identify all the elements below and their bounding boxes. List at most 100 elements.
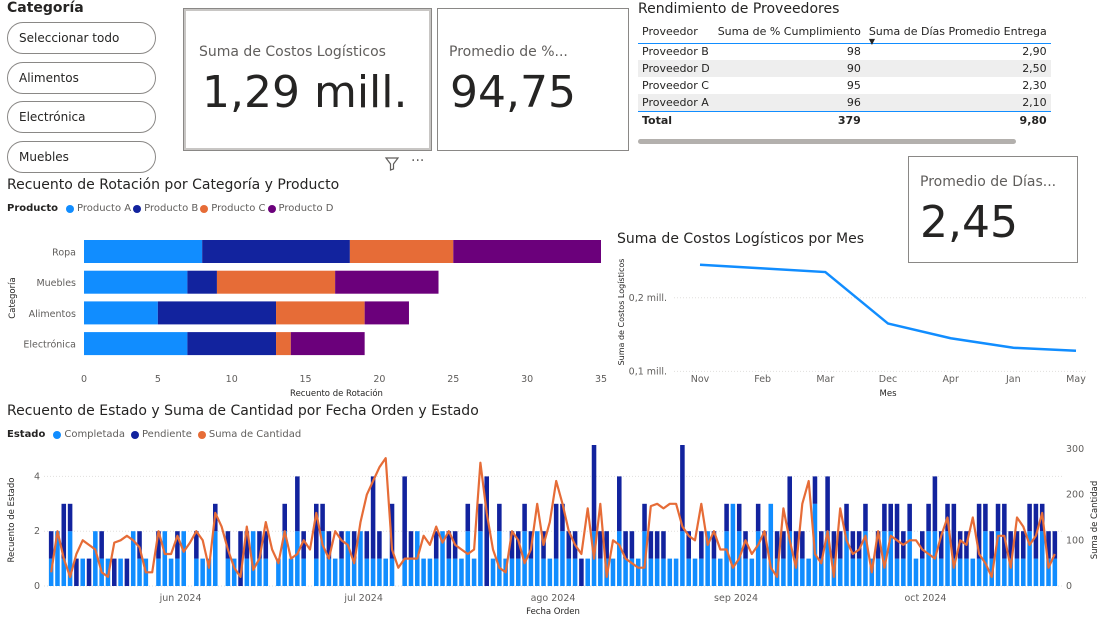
bar-pendiente <box>1052 531 1058 559</box>
legend-item[interactable]: Producto B <box>144 203 199 214</box>
card-promedio-cumplimiento[interactable]: Promedio de %... 94,75 <box>437 8 629 151</box>
slicer-item-select-all[interactable]: Seleccionar todo <box>7 22 156 54</box>
bar-pendiente <box>863 503 868 532</box>
bar-completada <box>534 531 540 586</box>
bar-pendiente <box>951 503 957 559</box>
filter-icon[interactable] <box>384 156 400 172</box>
bar-pendiente <box>642 503 647 532</box>
bar-completada <box>301 558 306 586</box>
x-tick-label: 25 <box>447 374 459 385</box>
legend-item[interactable]: Producto C <box>211 203 266 214</box>
bar-segment <box>276 332 291 356</box>
bar-segment <box>276 301 365 325</box>
column-header-cumplimiento[interactable]: Suma de % Cumplimiento <box>713 21 865 44</box>
bar-completada <box>137 558 142 586</box>
bar-pendiente <box>553 503 559 559</box>
legend-item[interactable]: Suma de Cantidad <box>208 429 302 440</box>
bar-completada <box>48 558 54 586</box>
bar-pendiente <box>844 503 849 532</box>
legend-item[interactable]: Producto A <box>77 203 132 214</box>
table-row[interactable]: Proveedor C 95 2,30 <box>638 77 1051 94</box>
bar-completada <box>225 558 231 586</box>
bar-completada <box>806 558 811 586</box>
bar-completada <box>118 558 123 586</box>
bar-pendiente <box>48 531 54 559</box>
column-header-proveedor[interactable]: Proveedor <box>638 21 714 44</box>
bar-completada <box>383 558 388 586</box>
bar-completada <box>882 531 887 586</box>
bar-pendiente <box>402 476 407 559</box>
card-label: Suma de Costos Logísticos <box>199 44 386 60</box>
bar-pendiente <box>175 531 180 559</box>
bar-pendiente <box>654 531 660 559</box>
bar-pendiente <box>446 531 452 559</box>
slicer-title: Categoría <box>7 0 84 16</box>
column-header-dias[interactable]: Suma de Días Promedio Entrega ▼ <box>864 21 1051 46</box>
bar-pendiente <box>112 558 117 586</box>
bar-pendiente <box>497 503 502 532</box>
bar-completada <box>471 558 477 586</box>
bar-pendiente <box>263 531 269 559</box>
bar-segment <box>84 332 188 356</box>
table-scrollbar[interactable] <box>638 139 1016 144</box>
bar-completada <box>1002 558 1007 586</box>
bar-pendiente <box>389 503 395 559</box>
bar-completada <box>339 558 344 586</box>
column-header-dias-label: Suma de Días Promedio Entrega <box>868 25 1047 39</box>
more-options-icon[interactable]: ··· <box>411 153 425 169</box>
legend-item[interactable]: Completada <box>64 429 125 440</box>
bar-completada <box>673 558 679 586</box>
x-tick-label: 10 <box>226 374 238 385</box>
bar-pendiente <box>566 531 572 559</box>
bar-completada <box>635 558 641 586</box>
bar-pendiente <box>989 531 994 559</box>
card-costos-logisticos[interactable]: Suma de Costos Logísticos 1,29 mill. <box>183 8 432 151</box>
slicer-item-muebles[interactable]: Muebles <box>7 141 156 173</box>
bar-segment <box>202 240 350 263</box>
slicer-item-electronica[interactable]: Electrónica <box>7 101 156 133</box>
table-row[interactable]: Proveedor B 98 2,90 <box>638 43 1051 60</box>
bar-pendiente <box>894 503 900 559</box>
table-row[interactable]: Proveedor D 90 2,50 <box>638 60 1051 77</box>
bar-completada <box>920 558 925 586</box>
bar-pendiente <box>793 531 799 559</box>
table-row[interactable]: Proveedor A 96 2,10 <box>638 94 1051 111</box>
bar-segment <box>335 270 439 294</box>
bar-pendiente <box>882 503 887 532</box>
y-axis-label: Recuento de Estado <box>7 478 17 563</box>
bar-completada <box>1008 558 1013 586</box>
x-tick-label: Nov <box>691 374 710 385</box>
bar-pendiente <box>648 531 654 559</box>
bar-pendiente <box>61 503 67 559</box>
bar-completada <box>743 558 748 586</box>
legend-item[interactable]: Producto D <box>278 203 334 214</box>
legend-item[interactable]: Pendiente <box>142 429 192 440</box>
bar-completada <box>894 558 900 586</box>
x-tick-label: Feb <box>754 374 771 385</box>
bar-pendiente <box>774 531 780 559</box>
bar-completada <box>856 558 862 586</box>
bar-completada <box>976 558 982 586</box>
bar-segment <box>364 301 409 325</box>
bar-completada <box>1014 558 1020 586</box>
bar-completada <box>749 558 755 586</box>
bar-completada <box>516 558 521 586</box>
bar-completada <box>61 558 67 586</box>
card-promedio-dias[interactable]: Promedio de Días... 2,45 <box>908 156 1078 263</box>
bar-completada <box>585 558 590 586</box>
y-axis-label: Suma de Costos Logísticos <box>617 259 626 366</box>
bar-completada <box>863 531 868 586</box>
bar-pendiente <box>825 476 830 532</box>
bar-segment <box>84 240 203 263</box>
bar-completada <box>326 558 332 586</box>
bar-completada <box>370 558 376 586</box>
x-tick-label: sep 2024 <box>714 593 758 604</box>
bar-completada <box>983 531 988 586</box>
legend-dot <box>66 204 74 213</box>
x-tick-label: jul 2024 <box>343 593 383 604</box>
bar-segment <box>84 301 158 325</box>
x-tick-label: 0 <box>81 374 87 385</box>
bar-pendiente <box>194 531 199 559</box>
bar-pendiente <box>680 445 685 532</box>
slicer-item-alimentos[interactable]: Alimentos <box>7 62 156 94</box>
